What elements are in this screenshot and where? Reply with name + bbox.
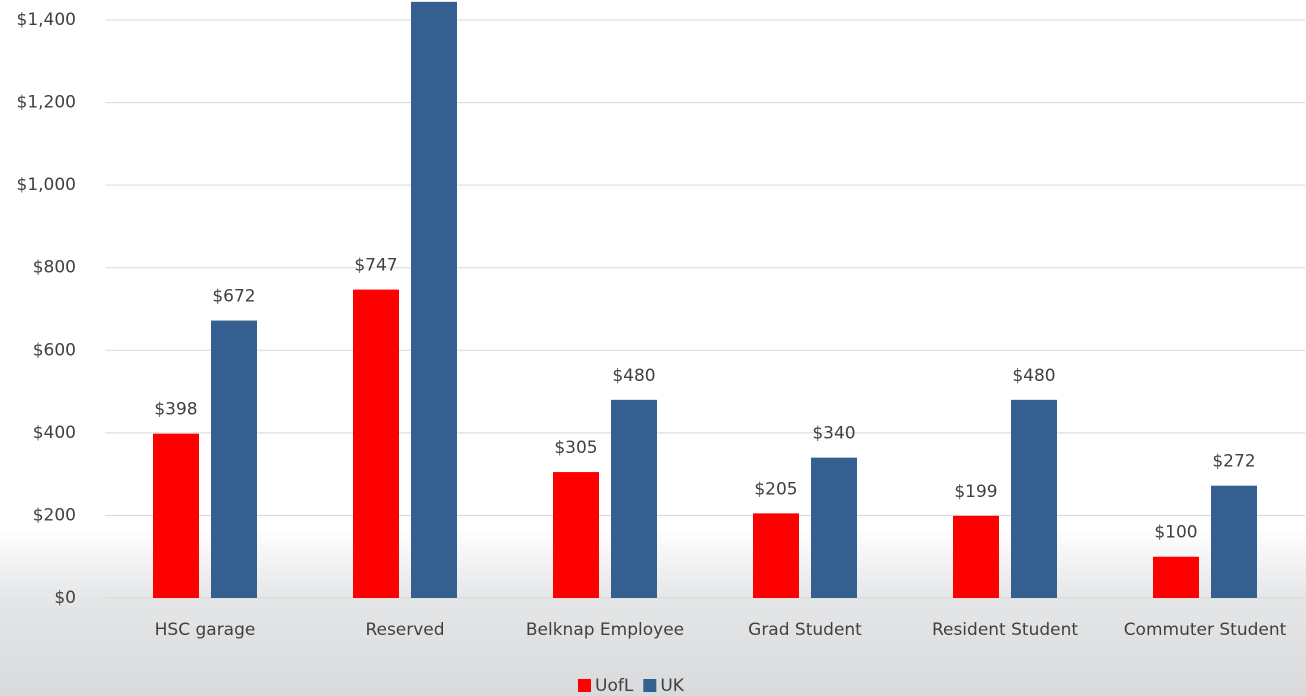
y-tick-label: $600 <box>33 340 76 360</box>
data-label: $747 <box>354 256 397 276</box>
data-label: $340 <box>812 424 855 444</box>
data-label: $205 <box>754 479 797 499</box>
bar <box>211 320 257 598</box>
data-label: $305 <box>554 438 597 458</box>
bar <box>1153 556 1199 598</box>
data-label: $398 <box>154 400 197 420</box>
y-tick-label: $1,400 <box>17 10 76 30</box>
bar <box>353 289 399 598</box>
x-tick-label: Reserved <box>365 620 444 640</box>
y-tick-label: $800 <box>33 258 76 278</box>
bar <box>1211 485 1257 598</box>
bar <box>153 433 199 598</box>
y-tick-label: $0 <box>54 588 76 608</box>
x-tick-label: HSC garage <box>155 620 256 640</box>
x-tick-label: Commuter Student <box>1124 620 1287 640</box>
data-label: $480 <box>612 366 655 386</box>
data-label: $272 <box>1212 452 1255 472</box>
bar <box>553 472 599 598</box>
y-tick-label: $1,200 <box>17 93 76 113</box>
x-tick-label: Belknap Employee <box>526 620 684 640</box>
bar <box>811 457 857 598</box>
bar <box>753 513 799 598</box>
bar <box>1011 399 1057 598</box>
data-label: $100 <box>1154 523 1197 543</box>
x-tick-label: Resident Student <box>932 620 1078 640</box>
legend-swatch <box>578 679 591 692</box>
y-tick-label: $200 <box>33 505 76 525</box>
y-tick-label: $400 <box>33 423 76 443</box>
data-label: $480 <box>1012 366 1055 386</box>
legend-label: UofL <box>595 676 634 696</box>
data-label: $672 <box>212 287 255 307</box>
legend-swatch <box>643 679 657 692</box>
bar <box>611 399 657 598</box>
y-tick-label: $1,000 <box>17 175 76 195</box>
bar <box>953 515 999 598</box>
data-label: $199 <box>954 482 997 502</box>
legend-label: UK <box>660 676 684 696</box>
bar <box>411 1 457 598</box>
x-tick-label: Grad Student <box>748 620 862 640</box>
